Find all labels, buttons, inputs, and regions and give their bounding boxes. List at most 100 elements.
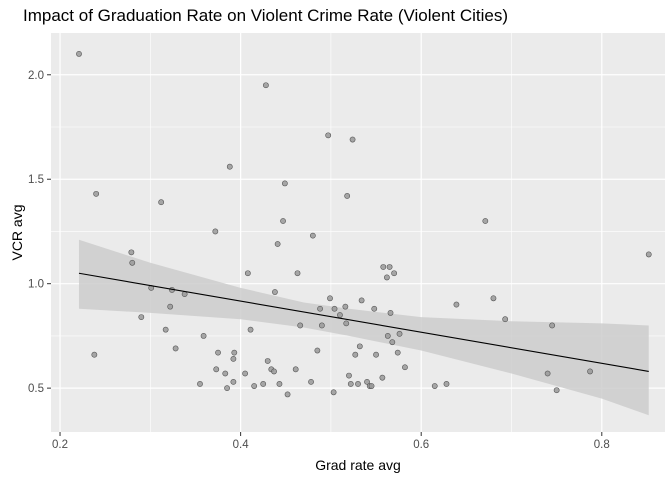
data-point [402, 364, 408, 371]
data-point [368, 383, 375, 389]
data-point [138, 314, 145, 321]
data-point [317, 305, 323, 312]
data-point [383, 274, 390, 281]
data-point [453, 301, 460, 308]
data-point [391, 270, 398, 277]
data-point [349, 136, 356, 143]
data-point [93, 190, 100, 197]
data-point [162, 326, 169, 333]
x-tick-label: 0.6 [413, 439, 429, 451]
data-point [356, 343, 363, 350]
data-point [380, 264, 387, 270]
data-point [318, 322, 325, 329]
data-point [197, 381, 203, 387]
data-point [352, 351, 359, 358]
data-point [281, 180, 288, 187]
x-tick-label: 0.8 [594, 439, 610, 451]
data-point [294, 270, 301, 277]
data-point [230, 355, 237, 362]
data-point [379, 374, 386, 381]
data-point [347, 381, 354, 387]
data-point [280, 218, 286, 224]
data-point [364, 378, 370, 385]
data-point [167, 303, 174, 310]
data-point [344, 193, 351, 199]
data-point [384, 333, 391, 339]
data-point [386, 264, 393, 270]
data-point [260, 381, 267, 387]
data-point [342, 303, 349, 310]
data-point [587, 368, 593, 375]
data-point [271, 368, 277, 375]
data-point [262, 82, 269, 89]
data-point [389, 339, 396, 346]
regression-line [78, 272, 649, 372]
data-point [91, 351, 98, 358]
y-tick-label: 2.0 [28, 70, 44, 82]
data-point [373, 351, 379, 358]
data-point [490, 295, 497, 302]
data-point [276, 381, 283, 387]
data-point [443, 381, 450, 387]
data-point [309, 232, 316, 239]
y-tick-label: 1.5 [28, 174, 44, 186]
data-point [396, 330, 403, 337]
data-point [129, 259, 136, 266]
data-point [544, 370, 551, 377]
data-point [272, 289, 278, 295]
data-point [331, 305, 338, 312]
y-axis-title: VCR avg [9, 204, 25, 260]
major-gridlines [51, 33, 665, 432]
chart-title: Impact of Graduation Rate on Violent Cri… [23, 6, 509, 25]
data-point [215, 349, 221, 356]
y-tick-label: 1.0 [28, 279, 44, 291]
data-point [343, 320, 350, 327]
data-point [297, 322, 304, 329]
data-points [76, 50, 652, 398]
x-tick-label: 0.2 [52, 439, 68, 451]
confidence-band [78, 239, 649, 416]
data-point [431, 383, 438, 389]
data-point [314, 347, 321, 354]
data-point [284, 391, 291, 398]
data-point [242, 370, 249, 377]
data-point [264, 358, 271, 364]
data-point [200, 333, 207, 339]
x-axis: 0.2 0.4 0.6 0.8 [52, 432, 610, 451]
y-axis: 0.5 1.0 1.5 2.0 [28, 70, 51, 395]
data-point [337, 312, 343, 318]
data-point [394, 349, 401, 356]
data-point [645, 251, 652, 258]
data-point [158, 199, 165, 206]
data-point [358, 297, 365, 304]
data-point [292, 366, 299, 373]
y-tick-label: 0.5 [28, 383, 44, 395]
data-point [482, 218, 489, 224]
data-point [224, 385, 230, 392]
data-point [244, 270, 251, 277]
data-point [371, 305, 378, 312]
data-point [247, 326, 254, 333]
data-point [387, 310, 394, 316]
data-point [325, 132, 332, 139]
x-axis-title: Grad rate avg [315, 457, 401, 473]
data-point [226, 163, 233, 170]
data-point [502, 316, 509, 323]
data-point [172, 345, 179, 352]
data-point [355, 381, 361, 387]
data-point [231, 349, 238, 356]
data-point [213, 366, 220, 373]
data-point [212, 228, 219, 235]
data-point [251, 383, 258, 389]
data-point [128, 249, 135, 256]
data-point [274, 241, 281, 247]
data-point [76, 50, 82, 57]
data-point [549, 322, 556, 329]
data-point [222, 370, 229, 377]
data-point [230, 378, 237, 385]
data-point [346, 372, 352, 379]
x-tick-label: 0.4 [233, 439, 250, 451]
data-point [330, 389, 337, 396]
